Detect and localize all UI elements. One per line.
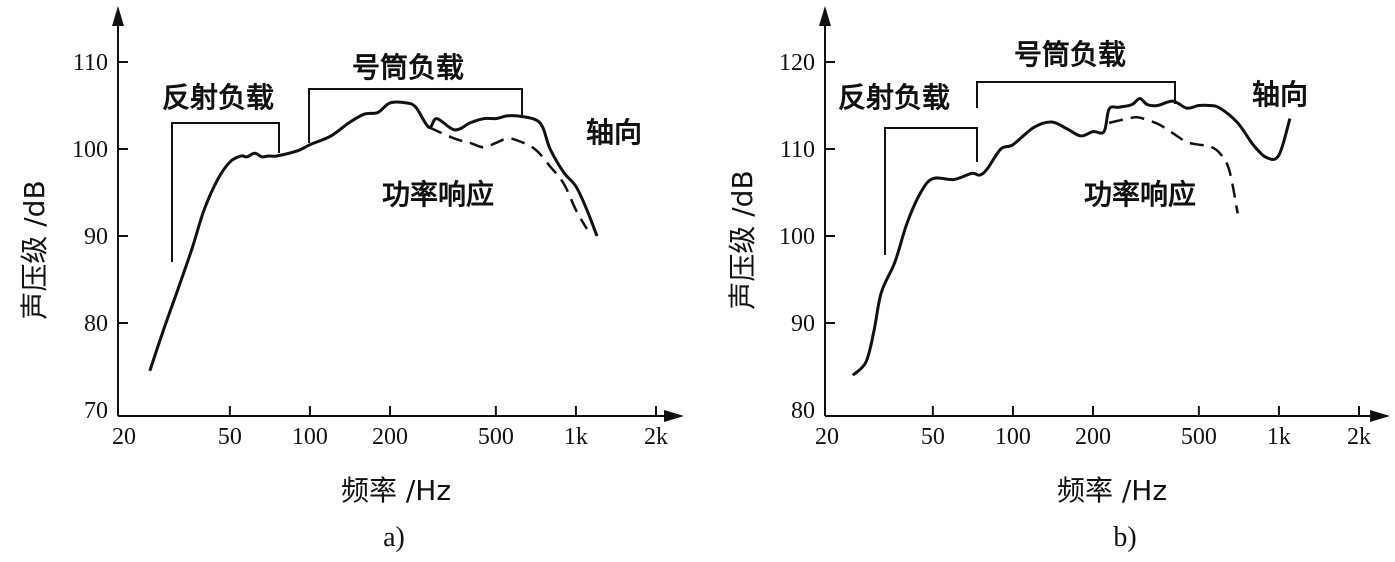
chart-b-horn-label: 号筒负载 xyxy=(1014,38,1126,71)
chart-a-ticks: 20 50 100 200 500 1k 2k 70 80 90 100 110 xyxy=(72,50,668,450)
chart-a-power-label: 功率响应 xyxy=(382,178,494,211)
chart-b-x-tick-label-2: 100 xyxy=(995,424,1031,450)
chart-a-series-axial-line xyxy=(148,100,599,372)
chart-b-y-axis-arrow xyxy=(819,6,831,26)
chart-a-reflex-bracket xyxy=(171,122,280,262)
chart-a-x-axis-label: 频率 /Hz xyxy=(341,474,451,507)
chart-b-x-tick-label-0: 20 xyxy=(815,424,839,450)
chart-b-x-tick-label-3: 200 xyxy=(1075,424,1111,450)
chart-a-axial-label: 轴向 xyxy=(586,116,642,149)
chart-a-horn-bracket xyxy=(308,88,523,143)
chart-b-x-axis-arrow xyxy=(1370,410,1390,422)
chart-b-reflex-bracket xyxy=(884,127,978,255)
chart-a-y-axis-arrow xyxy=(112,6,124,26)
chart-a-panel-label: a) xyxy=(383,522,405,553)
chart-b-power-label: 功率响应 xyxy=(1084,178,1196,211)
chart-b-panel-label: b) xyxy=(1113,522,1136,553)
chart-b-y-tick-label-3: 110 xyxy=(780,137,815,163)
chart-a-y-tick-label-2: 90 xyxy=(84,224,108,250)
chart-b-reflex-label: 反射负载 xyxy=(838,81,950,114)
chart-b-x-tick-label-4: 500 xyxy=(1181,424,1217,450)
chart-b-series-axial-line xyxy=(851,97,1292,377)
chart-a-x-tick-label-6: 2k xyxy=(644,424,668,450)
chart-a-x-tick-label-1: 50 xyxy=(218,424,242,450)
chart-b-x-axis-label: 频率 /Hz xyxy=(1057,474,1167,507)
chart-b-x-tick-label-6: 2k xyxy=(1347,424,1371,450)
chart-a-x-tick-label-0: 20 xyxy=(112,424,136,450)
chart-b-y-tick-label-4: 120 xyxy=(779,50,815,76)
chart-b-y-tick-label-0: 80 xyxy=(791,398,815,424)
chart-b-x-tick-label-1: 50 xyxy=(921,424,945,450)
chart-a-x-tick-label-2: 100 xyxy=(292,424,328,450)
chart-a-y-axis-label: 声压级 /dB xyxy=(18,180,51,319)
chart-b-y-axis-label: 声压级 /dB xyxy=(726,170,759,309)
chart-b-x-tick-label-5: 1k xyxy=(1267,424,1291,450)
chart-a-y-tick-label-3: 100 xyxy=(72,137,108,163)
chart-a-x-tick-label-5: 1k xyxy=(564,424,588,450)
chart-a-series-power-line xyxy=(428,126,588,230)
chart-b-axial-label: 轴向 xyxy=(1252,78,1308,111)
chart-a-reflex-label: 反射负载 xyxy=(162,81,274,114)
chart-b-y-tick-label-2: 100 xyxy=(779,224,815,250)
chart-a-y-tick-label-1: 80 xyxy=(84,311,108,337)
chart-a-y-tick-label-4: 110 xyxy=(73,50,108,76)
chart-b-y-tick-label-1: 90 xyxy=(791,311,815,337)
chart-a-x-tick-label-3: 200 xyxy=(372,424,408,450)
chart-b: 20 50 100 200 500 1k 2k 80 90 100 110 120 反射负载 号筒负载… xyxy=(726,6,1390,553)
chart-a-x-axis-arrow xyxy=(664,410,684,422)
chart-b-horn-bracket xyxy=(976,81,1176,108)
chart-b-series-power-line xyxy=(1108,115,1239,214)
chart-b-ticks: 20 50 100 200 500 1k 2k 80 90 100 110 120 xyxy=(779,50,1371,450)
chart-a-y-tick-label-0: 70 xyxy=(84,398,108,424)
chart-a-horn-label: 号筒负载 xyxy=(352,51,464,84)
chart-a-x-tick-label-4: 500 xyxy=(478,424,514,450)
